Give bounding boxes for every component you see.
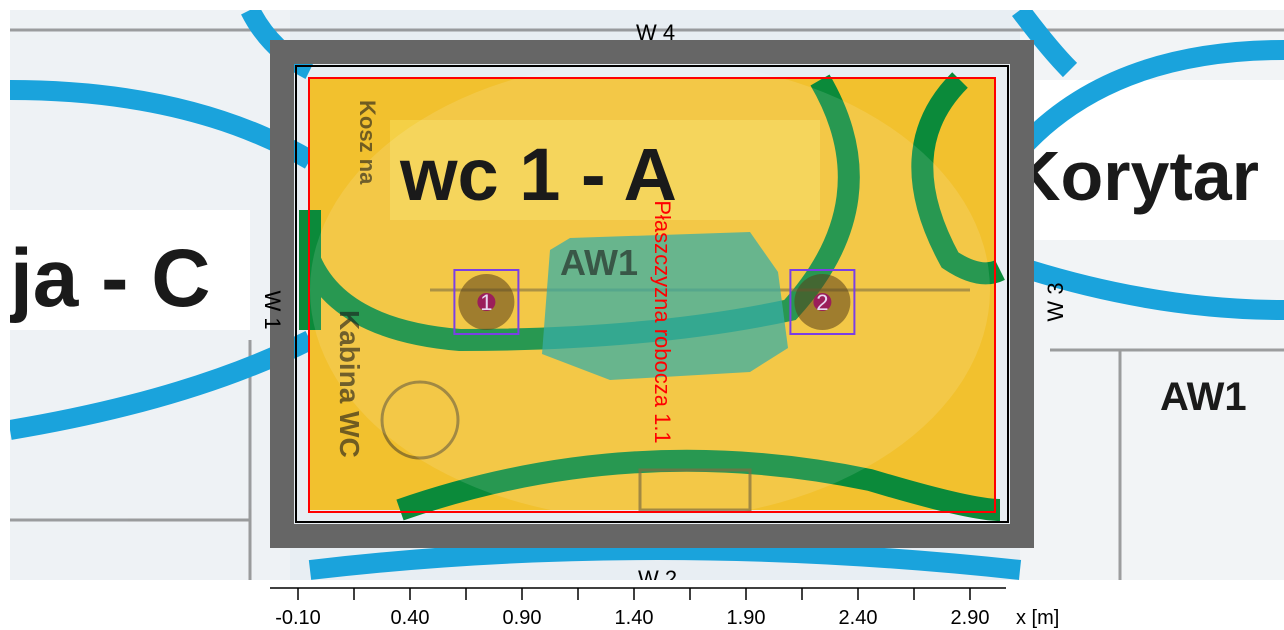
luminaire-1[interactable]: 1 — [453, 269, 520, 335]
x-axis-tick-label: 0.40 — [390, 607, 430, 629]
wall-outer — [270, 40, 1034, 548]
x-axis-tick-label: 1.40 — [614, 607, 654, 629]
x-axis-tick-label: 1.90 — [726, 607, 766, 629]
wall-label-left: W 1 — [260, 290, 285, 330]
x-axis-tick-label: -0.10 — [275, 607, 321, 629]
left-room-label-text: ja - C — [10, 233, 210, 324]
wall-label-right: W 3 — [1043, 282, 1068, 322]
wall-inner-edge — [295, 65, 1009, 523]
teal-illuminance-zone — [542, 232, 788, 380]
floor-plan-drawing: wc 1 - A Korytar ja - C AW1 AW1 Kosz na … — [10, 10, 1284, 580]
x-axis-tick-label: 2.40 — [838, 607, 878, 629]
room-label-text: wc 1 - A — [399, 133, 677, 216]
x-axis-tick-label: 2.90 — [950, 607, 990, 629]
x-axis-tick-label: 0.90 — [502, 607, 542, 629]
light-wash — [310, 60, 990, 520]
vertical-label-1: Kosz na — [355, 100, 380, 185]
plan-outline-lines — [10, 28, 1284, 580]
luminaire-number: 2 — [816, 290, 828, 315]
luminaire-box — [453, 269, 520, 335]
work-plane-outline — [308, 77, 996, 513]
corridor-label-text: Korytar — [1010, 137, 1259, 215]
luminaire-dot — [813, 293, 832, 311]
right-fixture-label-text: AW1 — [1160, 375, 1247, 419]
room-label-box — [390, 120, 820, 220]
inner-fixture-label-text: AW1 — [560, 242, 638, 283]
luminaire-number: 1 — [480, 290, 492, 315]
x-axis-label: x [m] — [1016, 607, 1060, 629]
work-plane-label: Płaszczyzna robocza 1.1 — [650, 200, 675, 444]
luminaire-dot — [477, 293, 496, 311]
wall-label-bottom: W 2 — [638, 566, 678, 580]
wall-label-top: W 4 — [636, 20, 676, 45]
door-fixture — [638, 468, 752, 512]
luminaire-box — [789, 269, 856, 335]
x-axis-line — [270, 587, 1006, 600]
x-axis: -0.10 0.40 0.90 1.40 1.90 2.40 2.90 x [m] — [0, 585, 1284, 630]
left-label-box — [10, 210, 250, 330]
vertical-label-2: Kabina WC — [334, 310, 365, 458]
floor-plan-canvas: wc 1 - A Korytar ja - C AW1 AW1 Kosz na … — [10, 10, 1284, 580]
luminaire-2[interactable]: 2 — [789, 269, 856, 335]
toilet-fixture — [380, 380, 460, 460]
